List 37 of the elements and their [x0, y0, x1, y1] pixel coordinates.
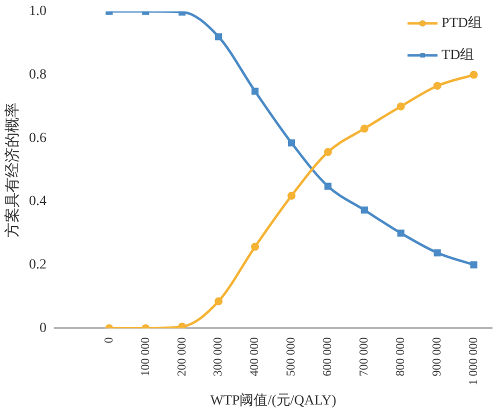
- x-tick-label: 900 000: [429, 337, 444, 376]
- y-tick-label: 0: [40, 320, 46, 336]
- point: [251, 88, 259, 95]
- x-tick-label: 700 000: [356, 337, 371, 376]
- point: [287, 192, 296, 200]
- x-tick-label: 100 000: [138, 337, 152, 376]
- x-tick-label: 400 000: [247, 337, 262, 376]
- x-tick-label: 1 000 000: [466, 337, 480, 386]
- point: [397, 230, 404, 237]
- point: [251, 242, 260, 251]
- legend-label: TD组: [442, 47, 474, 64]
- y-tick-label: 0.8: [29, 67, 46, 82]
- point: [470, 261, 478, 268]
- point: [324, 148, 332, 156]
- y-tick-label: 0.2: [29, 258, 46, 273]
- point: [360, 124, 368, 133]
- point: [396, 102, 405, 110]
- x-tick-label: 600 000: [320, 337, 334, 376]
- point: [288, 139, 296, 146]
- point: [214, 297, 223, 306]
- x-tick-label: 500 000: [284, 337, 298, 376]
- point: [360, 206, 368, 214]
- x-tick-label: 200 000: [174, 337, 188, 376]
- y-tick-label: 0.6: [29, 130, 46, 146]
- x-tick-label: 300 000: [210, 337, 225, 376]
- point: [433, 82, 442, 90]
- y-axis-title: 方案具有经济的概率: [4, 102, 21, 238]
- x-tick-label: 800 000: [393, 337, 408, 376]
- point: [470, 70, 478, 79]
- y-tick-label: 0.4: [29, 194, 46, 210]
- point: [324, 182, 332, 190]
- point: [434, 249, 441, 256]
- x-axis-title: WTP阈值/(元/QALY): [210, 392, 337, 408]
- legend-label: PTD组: [442, 15, 482, 32]
- x-tick-label: 0: [101, 337, 116, 344]
- y-tick-label: 1.0: [29, 4, 46, 20]
- point: [215, 33, 222, 40]
